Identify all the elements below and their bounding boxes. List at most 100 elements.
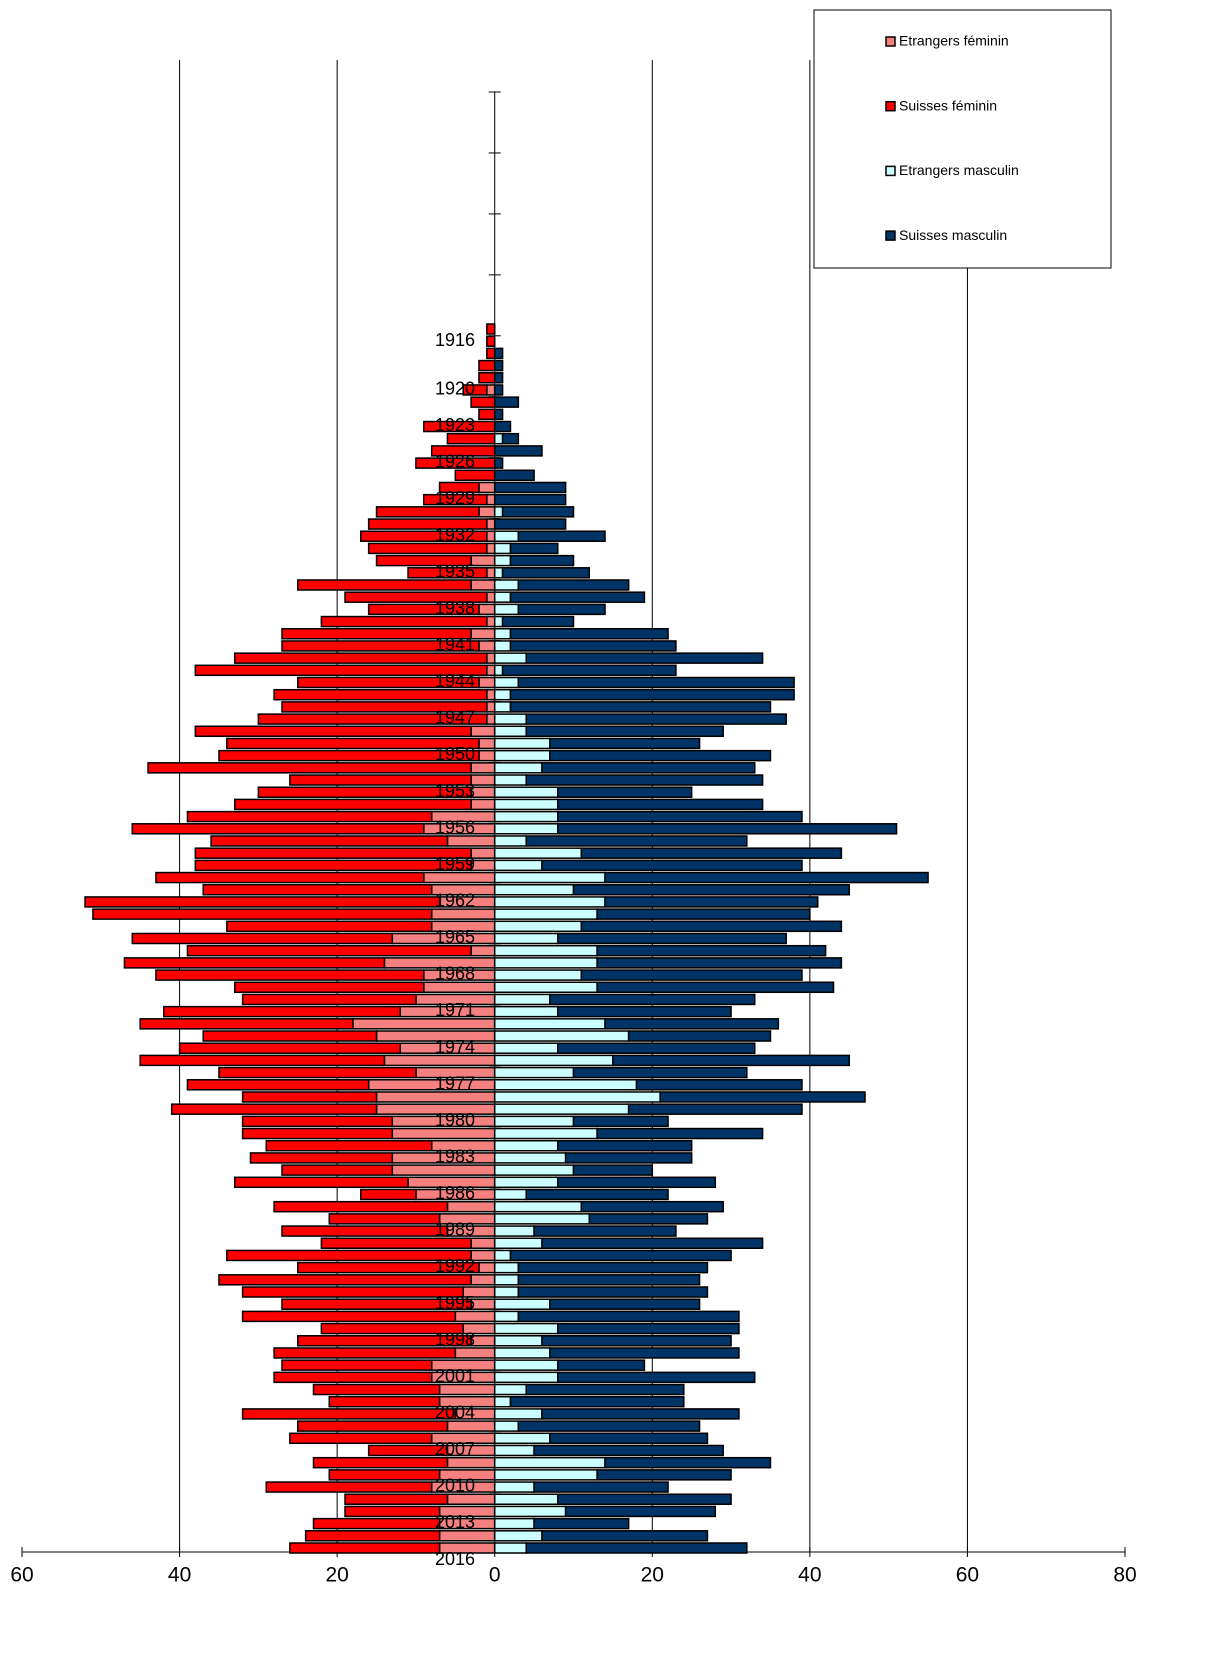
legend-label: Etrangers féminin (899, 33, 1009, 49)
bar (525, 725, 724, 738)
bar (493, 1542, 527, 1554)
bar (273, 1200, 449, 1213)
category-label: 2007 (435, 1439, 475, 1459)
bar (470, 579, 496, 591)
bar (517, 1261, 709, 1274)
bar (289, 774, 472, 786)
bar (549, 737, 701, 750)
bar (486, 664, 496, 677)
bar (493, 908, 598, 920)
bar (281, 1359, 433, 1371)
bar (493, 1164, 575, 1176)
category-label: 1920 (435, 379, 475, 399)
bar (556, 823, 898, 835)
bar (509, 701, 772, 713)
x-tick-label: 20 (325, 1564, 348, 1587)
bar (596, 944, 827, 957)
bar (493, 749, 551, 762)
bar (446, 1456, 496, 1469)
x-tick-label: 40 (168, 1564, 191, 1587)
bar (281, 1164, 394, 1176)
bar (493, 1395, 512, 1408)
bar (218, 1274, 472, 1286)
bar (218, 749, 480, 762)
bar (273, 1371, 433, 1384)
bar (493, 969, 583, 981)
bar (493, 1469, 598, 1481)
bar (493, 481, 567, 494)
bar (194, 859, 472, 872)
bar (375, 506, 480, 518)
bar (320, 615, 488, 628)
bar (383, 1054, 496, 1067)
bar (493, 1298, 551, 1310)
bar (572, 1066, 748, 1079)
bar (596, 1127, 764, 1140)
bar (493, 1091, 661, 1103)
bar (501, 615, 575, 628)
bar (478, 372, 496, 384)
category-label: 2001 (435, 1366, 475, 1386)
bar (493, 457, 504, 469)
legend-swatch (885, 165, 896, 177)
bar (493, 469, 535, 482)
bar (580, 1200, 724, 1213)
bar (454, 1347, 496, 1359)
bar (493, 932, 559, 945)
bar (596, 1469, 732, 1481)
bar (493, 981, 598, 994)
bar (178, 1042, 401, 1054)
bar (517, 1310, 740, 1323)
x-tick-label: 0 (489, 1564, 501, 1587)
bar (273, 688, 488, 701)
bar (493, 1432, 551, 1445)
bar (367, 1444, 449, 1457)
bar (226, 920, 433, 933)
bar (486, 591, 496, 603)
bar (533, 1225, 677, 1237)
bar (478, 640, 496, 652)
category-label: 1977 (435, 1073, 475, 1093)
bar (549, 749, 772, 762)
bar (493, 1176, 559, 1189)
bar (525, 652, 764, 664)
bar (186, 1079, 370, 1091)
bar (493, 530, 520, 542)
bar (241, 1310, 457, 1323)
bar (462, 384, 488, 396)
bar (233, 798, 472, 811)
bar (501, 664, 677, 677)
category-label: 1944 (435, 671, 475, 691)
category-label: 2010 (435, 1476, 475, 1496)
category-label: 2013 (435, 1512, 475, 1532)
bar (281, 1225, 449, 1237)
bar (407, 567, 488, 579)
bar (517, 676, 795, 689)
bar (194, 847, 472, 859)
bar (320, 1322, 464, 1335)
bar (241, 1127, 394, 1140)
bar (486, 701, 496, 713)
bar (470, 396, 496, 408)
category-label: 1950 (435, 744, 475, 764)
bar (493, 1237, 543, 1249)
bar (541, 762, 756, 774)
bar (486, 542, 496, 555)
bar (493, 1079, 638, 1091)
category-label: 1968 (435, 964, 475, 984)
bar (493, 1225, 535, 1237)
bar (470, 1274, 496, 1286)
bar (493, 1505, 567, 1518)
bar (281, 640, 480, 652)
category-label: 1935 (435, 561, 475, 581)
bar (501, 432, 520, 445)
bar (257, 713, 488, 725)
bar (328, 1469, 441, 1481)
bar (556, 786, 693, 798)
bar (612, 1054, 851, 1067)
bar (493, 920, 583, 933)
category-label: 1938 (435, 598, 475, 618)
bar (659, 1091, 866, 1103)
bar (493, 725, 527, 738)
bar (131, 823, 425, 835)
